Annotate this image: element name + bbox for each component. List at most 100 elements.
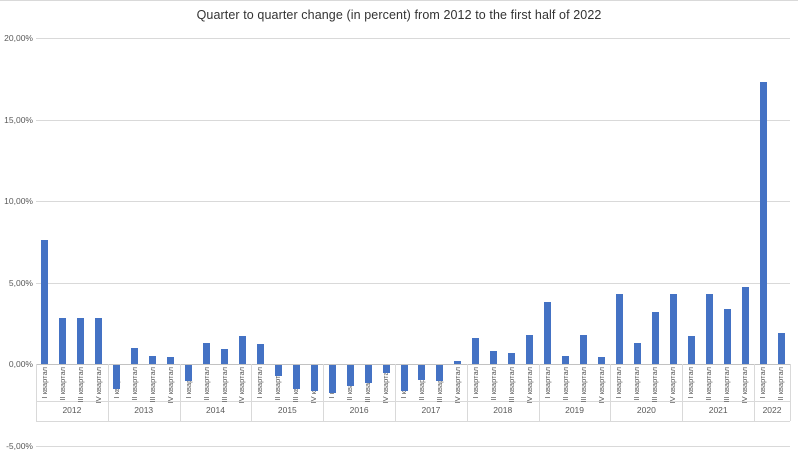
quarter-label: II квартал: [201, 367, 211, 401]
bar: [95, 318, 103, 364]
bar: [526, 335, 534, 364]
bar: [364, 365, 372, 383]
quarter-label: IV квартал: [524, 367, 534, 404]
bar: [203, 343, 211, 364]
bar: [238, 336, 246, 364]
bar: [723, 309, 731, 364]
gridline: [36, 446, 790, 447]
quarter-label: III квартал: [578, 367, 588, 403]
quarter-label: I квартал: [542, 367, 552, 399]
quarter-label: IV квартал: [596, 367, 606, 404]
category-band-line: [36, 401, 790, 402]
quarter-label: II квартал: [704, 367, 714, 401]
bar: [436, 365, 444, 381]
bar: [687, 336, 695, 364]
bar: [310, 365, 318, 391]
quarter-label: III квартал: [506, 367, 516, 403]
y-axis-tick-label: -5,00%: [6, 441, 33, 451]
quarter-label: I квартал: [255, 367, 265, 399]
gridline: [36, 283, 790, 284]
bar: [615, 294, 623, 364]
category-separator: [180, 364, 181, 421]
quarter-label: IV квартал: [237, 367, 247, 404]
bar: [562, 356, 570, 364]
y-axis-tick-label: 15,00%: [4, 115, 33, 125]
year-label: 2012: [62, 405, 82, 415]
category-separator: [754, 364, 755, 421]
quarter-label: I квартал: [39, 367, 49, 399]
bar: [256, 344, 264, 364]
year-label: 2018: [493, 405, 513, 415]
y-axis-tick-label: 10,00%: [4, 196, 33, 206]
quarter-label: I квартал: [614, 367, 624, 399]
bar: [741, 287, 749, 364]
bar: [149, 356, 157, 364]
bar: [59, 318, 67, 364]
bar: [77, 318, 85, 364]
category-separator: [682, 364, 683, 421]
bar: [759, 82, 767, 364]
category-separator: [610, 364, 611, 421]
bar: [633, 343, 641, 364]
category-separator: [395, 364, 396, 421]
quarter-label: I квартал: [470, 367, 480, 399]
bar: [221, 349, 228, 364]
quarter-label: IV квартал: [452, 367, 462, 404]
quarter-label: II квартал: [129, 367, 139, 401]
year-label: 2014: [206, 405, 225, 415]
quarter-label: I квартал: [686, 367, 696, 399]
bar: [167, 357, 175, 364]
quarter-label: IV квартал: [668, 367, 678, 404]
category-separator: [790, 364, 791, 421]
bar: [454, 361, 462, 364]
bar: [185, 365, 193, 381]
chart-title: Quarter to quarter change (in percent) f…: [196, 8, 602, 22]
bar: [651, 312, 659, 364]
category-separator: [539, 364, 540, 421]
y-axis-tick-label: 20,00%: [4, 33, 33, 43]
bar: [41, 240, 49, 364]
quarter-label: III квартал: [147, 367, 157, 403]
bar: [472, 338, 480, 364]
quarter-label: II квартал: [560, 367, 570, 401]
gridline: [36, 120, 790, 121]
year-label: 2021: [708, 405, 728, 415]
category-separator: [323, 364, 324, 421]
year-label: 2022: [762, 405, 782, 415]
quarter-label: II квартал: [57, 367, 67, 401]
gridline: [36, 38, 790, 39]
quarter-label: II квартал: [632, 367, 642, 401]
bar: [580, 335, 588, 364]
quarter-label: I квартал: [758, 367, 768, 399]
quarter-label: II квартал: [776, 367, 786, 401]
bar: [418, 365, 426, 380]
category-separator: [108, 364, 109, 421]
gridline: [36, 201, 790, 202]
year-label: 2015: [277, 405, 297, 415]
bar: [544, 302, 552, 364]
category-separator: [467, 364, 468, 421]
bar: [131, 348, 139, 364]
bar: [346, 365, 354, 386]
quarter-label: II квартал: [488, 367, 498, 401]
quarter-label: III квартал: [75, 367, 85, 403]
year-label: 2017: [421, 405, 441, 415]
quarter-label: IV квартал: [165, 367, 175, 404]
y-axis-tick-label: 0,00%: [8, 359, 33, 369]
category-separator: [251, 364, 252, 421]
year-label: 2020: [636, 405, 656, 415]
bar: [113, 365, 121, 389]
bar: [490, 351, 498, 364]
y-axis-tick-label: 5,00%: [8, 278, 33, 288]
bar: [292, 365, 300, 389]
bar: [777, 333, 785, 364]
year-label: 2013: [134, 405, 154, 415]
bar: [705, 294, 713, 364]
bar: [382, 365, 390, 373]
bar: [598, 357, 605, 364]
bar: [669, 294, 677, 364]
quarter-label: III квартал: [219, 367, 229, 403]
bar: [508, 353, 516, 364]
